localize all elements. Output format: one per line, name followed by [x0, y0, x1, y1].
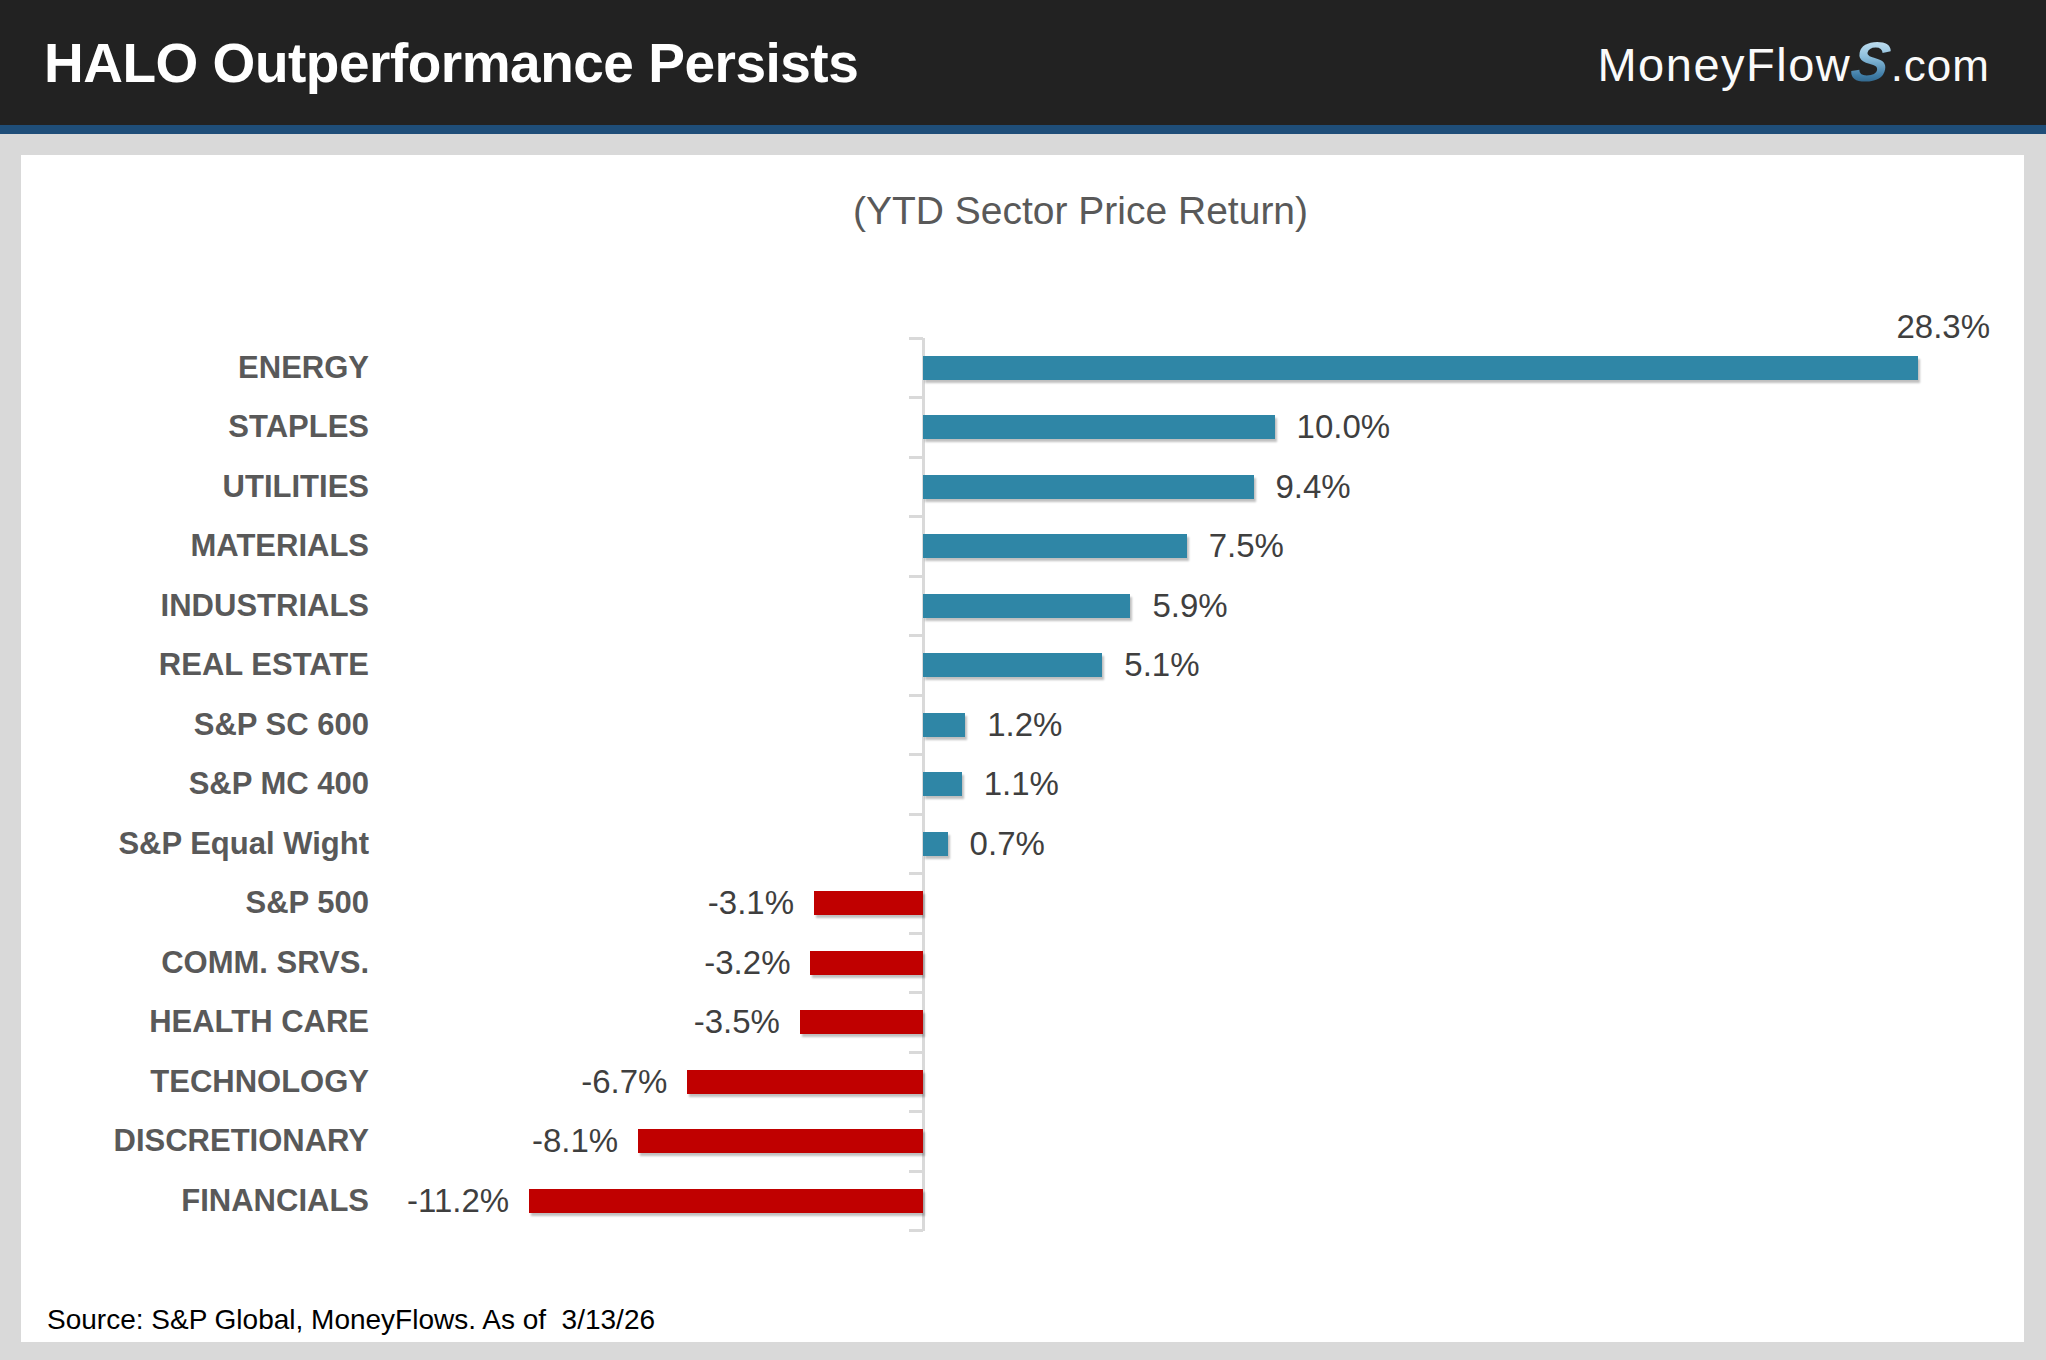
- axis-tick: [909, 1170, 923, 1173]
- value-label: 0.7%: [970, 824, 1045, 864]
- bar: [800, 1010, 923, 1034]
- brand-swoosh-s-icon: S: [1847, 34, 1894, 90]
- category-label: REAL ESTATE: [159, 645, 369, 685]
- bar: [923, 772, 962, 796]
- axis-tick: [909, 813, 923, 816]
- value-label: -3.5%: [694, 1002, 780, 1042]
- chart-card: (YTD Sector Price Return) ENERGY28.3%STA…: [21, 155, 2024, 1342]
- brand-logo: MoneyFlowS.com: [1597, 34, 1990, 92]
- value-label: -11.2%: [407, 1181, 509, 1221]
- header-bar: HALO Outperformance Persists MoneyFlowS.…: [0, 0, 2046, 125]
- category-label: COMM. SRVS.: [161, 943, 369, 983]
- axis-tick: [909, 1229, 923, 1232]
- axis-tick: [909, 753, 923, 756]
- value-label: -3.1%: [708, 883, 794, 923]
- category-label: S&P SC 600: [194, 705, 369, 745]
- bar: [687, 1070, 923, 1094]
- category-label: ENERGY: [238, 348, 369, 388]
- axis-tick: [909, 694, 923, 697]
- axis-tick: [909, 456, 923, 459]
- category-label: HEALTH CARE: [149, 1002, 369, 1042]
- category-label: S&P MC 400: [189, 764, 369, 804]
- value-label: 1.1%: [984, 764, 1059, 804]
- value-label: 5.9%: [1152, 586, 1227, 626]
- axis-tick: [909, 1051, 923, 1054]
- value-label: 28.3%: [1896, 307, 1990, 347]
- category-label: DISCRETIONARY: [114, 1121, 369, 1161]
- axis-tick: [909, 1110, 923, 1113]
- brand-logo-domain: .com: [1891, 41, 1990, 91]
- axis-tick: [909, 575, 923, 578]
- axis-tick: [909, 515, 923, 518]
- value-label: 10.0%: [1297, 407, 1391, 447]
- axis-tick: [909, 991, 923, 994]
- bar: [810, 951, 923, 975]
- axis-tick: [909, 932, 923, 935]
- value-label: -8.1%: [532, 1121, 618, 1161]
- category-label: MATERIALS: [190, 526, 369, 566]
- value-label: -3.2%: [704, 943, 790, 983]
- brand-logo-text: MoneyFlow: [1597, 37, 1851, 92]
- category-label: S&P 500: [245, 883, 369, 923]
- axis-tick: [909, 872, 923, 875]
- bar: [814, 891, 923, 915]
- value-label: 7.5%: [1209, 526, 1284, 566]
- category-label: UTILITIES: [223, 467, 369, 507]
- value-label: 9.4%: [1276, 467, 1351, 507]
- bar: [529, 1189, 923, 1213]
- bar: [923, 832, 948, 856]
- value-label: 1.2%: [987, 705, 1062, 745]
- category-label: STAPLES: [228, 407, 369, 447]
- bar: [923, 653, 1102, 677]
- category-label: TECHNOLOGY: [150, 1062, 369, 1102]
- bar: [923, 534, 1187, 558]
- category-label: S&P Equal Wight: [118, 824, 369, 864]
- accent-divider: [0, 125, 2046, 134]
- axis-tick: [909, 337, 923, 340]
- bar: [923, 475, 1254, 499]
- axis-tick: [909, 396, 923, 399]
- category-label: INDUSTRIALS: [161, 586, 369, 626]
- bar: [923, 415, 1275, 439]
- value-label: -6.7%: [581, 1062, 667, 1102]
- axis-tick: [909, 634, 923, 637]
- bar: [923, 713, 965, 737]
- bar: [923, 594, 1130, 618]
- chart-plot: ENERGY 28.3% STAPLES 10.0% UTILITIES 9.4% MATE…: [21, 155, 2024, 1342]
- page-title: HALO Outperformance Persists: [44, 31, 858, 95]
- bar: [638, 1129, 923, 1153]
- value-label: 5.1%: [1124, 645, 1199, 685]
- bar: [923, 356, 1918, 380]
- source-note: Source: S&P Global, MoneyFlows. As of 3/…: [47, 1304, 655, 1336]
- category-label: FINANCIALS: [181, 1181, 369, 1221]
